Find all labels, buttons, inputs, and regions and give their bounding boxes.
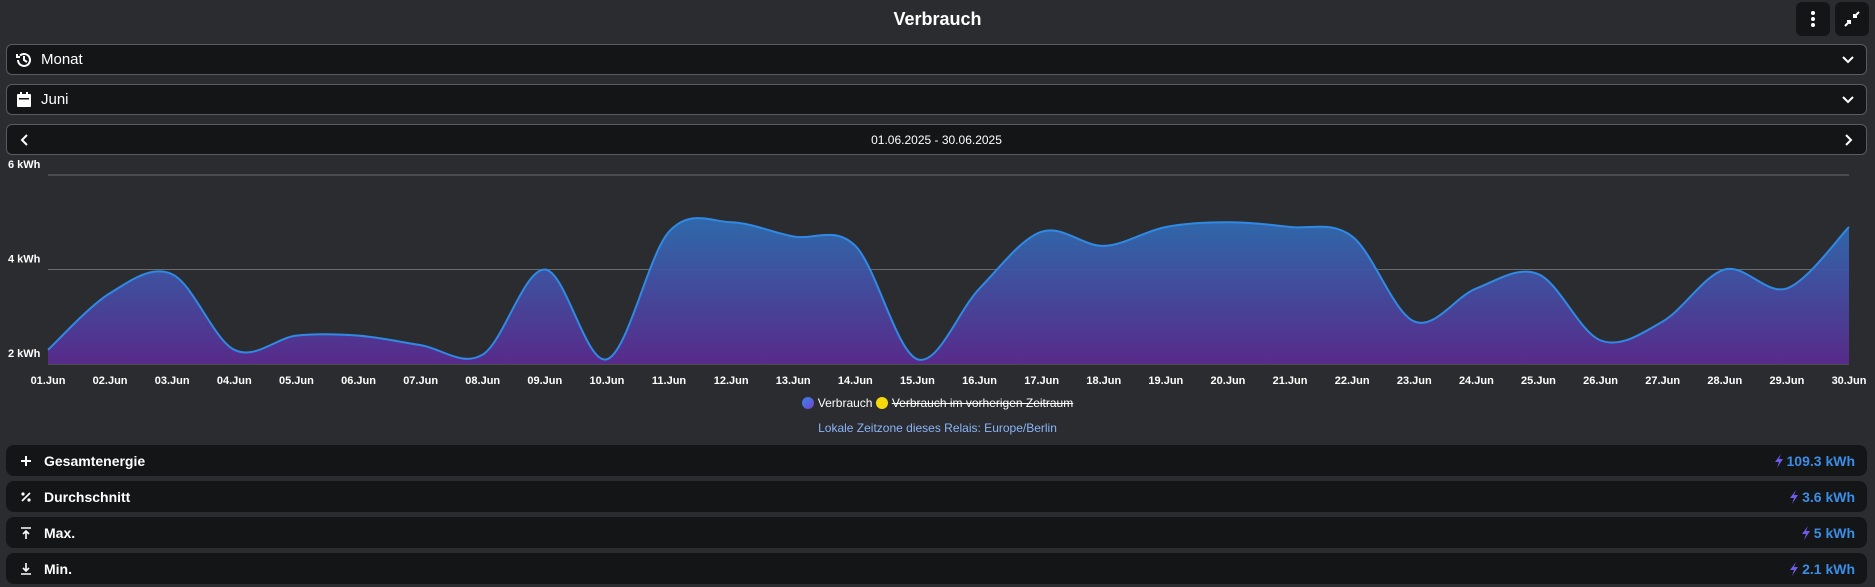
x-tick-label: 14.Jun (838, 375, 873, 387)
stat-value: 3.6 kWh (1802, 488, 1855, 505)
x-tick-label: 30.Jun (1832, 375, 1867, 387)
x-tick-label: 06.Jun (341, 375, 376, 387)
stat-label: Gesamtenergie (44, 452, 146, 469)
x-tick-label: 27.Jun (1645, 375, 1680, 387)
x-tick-label: 04.Jun (217, 375, 252, 387)
bolt-icon (1801, 525, 1810, 540)
date-range: 01.06.2025 - 30.06.2025 (871, 132, 1002, 147)
stat-row[interactable]: Durchschnitt 3.6 kWh (6, 481, 1867, 512)
line (47, 217, 1850, 361)
x-tick-label: 13.Jun (776, 375, 811, 387)
stat-label: Min. (44, 560, 72, 577)
stat-label: Max. (44, 524, 76, 541)
stat-value-wrap: 3.6 kWh (1789, 489, 1855, 505)
legend-label: Verbrauch (817, 396, 873, 410)
x-tick-label: 23.Jun (1397, 375, 1432, 387)
period-label: Monat (41, 51, 83, 68)
timezone-note: Lokale Zeitzone dieses Relais: Europe/Be… (818, 421, 1057, 435)
x-tick-label: 10.Jun (590, 375, 625, 387)
prev-button[interactable] (17, 132, 33, 148)
x-tick-label: 25.Jun (1521, 375, 1556, 387)
stat-row[interactable]: Min. 2.1 kWh (6, 553, 1867, 584)
x-tick-label: 16.Jun (962, 375, 997, 387)
x-tick-label: 17.Jun (1024, 375, 1059, 387)
x-tick-label: 03.Jun (155, 375, 190, 387)
legend-swatch (875, 397, 888, 409)
next-button[interactable] (1840, 132, 1856, 148)
x-tick-label: 29.Jun (1769, 375, 1804, 387)
x-tick-label: 20.Jun (1211, 375, 1246, 387)
stat-icon (21, 455, 31, 466)
x-tick-label: 18.Jun (1086, 375, 1121, 387)
stat-row[interactable]: Max. 5 kWh (6, 517, 1867, 548)
legend-swatch (801, 397, 814, 409)
x-tick-label: 24.Jun (1459, 375, 1494, 387)
bolt-icon (1790, 561, 1799, 576)
stat-icon (21, 526, 31, 539)
stat-value-wrap: 2.1 kWh (1789, 561, 1855, 577)
x-tick-label: 21.Jun (1273, 375, 1308, 387)
date-navigator: 01.06.2025 - 30.06.2025 (6, 124, 1867, 155)
stat-value: 2.1 kWh (1802, 560, 1855, 577)
stat-value-wrap: 109.3 kWh (1774, 453, 1855, 469)
period-select[interactable]: Monat (6, 44, 1867, 75)
y-tick-label: 6 kWh (8, 160, 41, 171)
legend-item[interactable]: Verbrauch im vorherigen Zeitraum (875, 396, 1074, 410)
chart: 2 kWh 4 kWh 6 kWh 01.Jun 02.Jun 03.Jun 04.Jun 0… (8, 160, 1867, 387)
legend: Verbrauch Verbrauch im vorherigen Zeitra… (0, 394, 1875, 412)
x-tick-label: 26.Jun (1583, 375, 1618, 387)
stat-row[interactable]: Gesamtenergie 109.3 kWh (6, 445, 1867, 476)
x-tick-label: 15.Jun (900, 375, 935, 387)
menu-button[interactable] (1796, 2, 1830, 36)
x-tick-label: 02.Jun (93, 375, 128, 387)
y-tick-label: 4 kWh (8, 254, 41, 266)
x-tick-label: 05.Jun (279, 375, 314, 387)
bolt-icon (1790, 489, 1799, 504)
stat-icon (21, 491, 31, 502)
x-tick-label: 01.Jun (31, 375, 66, 387)
x-tick-label: 19.Jun (1148, 375, 1183, 387)
bolt-icon (1774, 453, 1783, 468)
x-tick-label: 22.Jun (1335, 375, 1370, 387)
x-tick-label: 12.Jun (714, 375, 749, 387)
collapse-button[interactable] (1835, 2, 1869, 36)
stat-value-wrap: 5 kWh (1801, 525, 1855, 541)
x-tick-label: 28.Jun (1707, 375, 1742, 387)
x-tick-label: 07.Jun (403, 375, 438, 387)
legend-label: Verbrauch im vorherigen Zeitraum (891, 396, 1074, 410)
stat-icon (21, 562, 31, 575)
x-tick-label: 09.Jun (527, 375, 562, 387)
page-title: Verbrauch (893, 9, 982, 29)
x-tick-label: 08.Jun (465, 375, 500, 387)
stat-value: 5 kWh (1813, 524, 1855, 541)
month-label: Juni (41, 91, 69, 108)
x-tick-label: 11.Jun (652, 375, 687, 387)
month-select[interactable]: Juni (6, 84, 1867, 115)
stat-value: 109.3 kWh (1786, 452, 1855, 469)
legend-item[interactable]: Verbrauch (801, 396, 873, 410)
area-fill (48, 218, 1849, 364)
y-tick-label: 2 kWh (8, 348, 41, 360)
stat-label: Durchschnitt (44, 488, 131, 505)
